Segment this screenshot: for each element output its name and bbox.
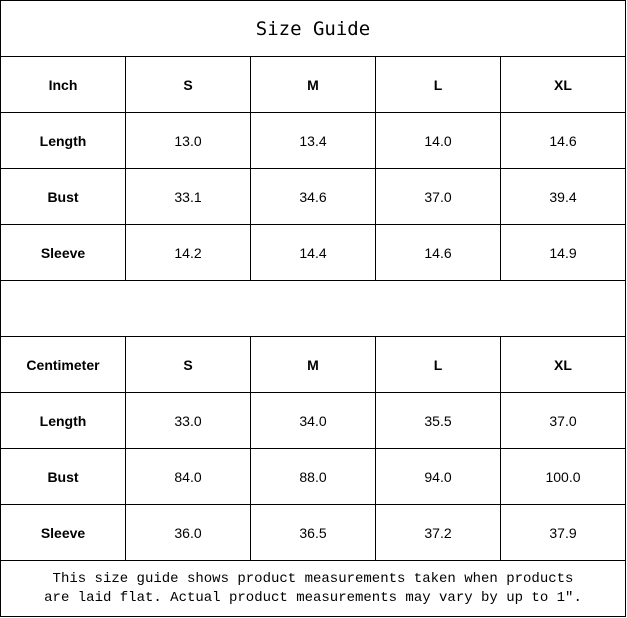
measurement-cell: 13.4 — [250, 112, 376, 169]
row-label: Bust — [0, 168, 126, 225]
measurement-cell: 14.9 — [500, 224, 626, 281]
measurement-cell: 33.1 — [125, 168, 251, 225]
footer-row: This size guide shows product measuremen… — [0, 560, 626, 617]
measurement-cell: 36.5 — [250, 504, 376, 561]
measurement-cell: 14.6 — [375, 224, 501, 281]
column-header: M — [250, 336, 376, 393]
column-header: S — [125, 336, 251, 393]
measurement-cell: 37.0 — [500, 392, 626, 449]
measurement-cell: 33.0 — [125, 392, 251, 449]
row-label: Sleeve — [0, 504, 126, 561]
measurement-cell: 88.0 — [250, 448, 376, 505]
footer-line-2: are laid flat. Actual product measuremen… — [44, 589, 582, 606]
measurement-cell: 14.0 — [375, 112, 501, 169]
row-label: Sleeve — [0, 224, 126, 281]
measurement-cell: 34.0 — [250, 392, 376, 449]
column-header: Inch — [0, 56, 126, 113]
column-header: XL — [500, 336, 626, 393]
measurement-cell: 36.0 — [125, 504, 251, 561]
measurement-cell: 14.4 — [250, 224, 376, 281]
column-header: M — [250, 56, 376, 113]
table-row: Sleeve 14.2 14.4 14.6 14.9 — [0, 224, 626, 281]
measurement-cell: 37.0 — [375, 168, 501, 225]
row-label: Length — [0, 112, 126, 169]
column-header: Centimeter — [0, 336, 126, 393]
measurement-cell: 39.4 — [500, 168, 626, 225]
row-label: Bust — [0, 448, 126, 505]
row-label: Length — [0, 392, 126, 449]
cm_table-header-row: Centimeter S M L XL — [0, 336, 626, 393]
footer-line-1: This size guide shows product measuremen… — [52, 570, 574, 587]
table-row: Bust 33.1 34.6 37.0 39.4 — [0, 168, 626, 225]
measurement-cell: 37.9 — [500, 504, 626, 561]
column-header: S — [125, 56, 251, 113]
footer-note: This size guide shows product measuremen… — [0, 560, 626, 617]
table-row: Length 13.0 13.4 14.0 14.6 — [0, 112, 626, 169]
inch_table-header-row: Inch S M L XL — [0, 56, 626, 113]
table-row: Sleeve 36.0 36.5 37.2 37.9 — [0, 504, 626, 561]
measurement-cell: 94.0 — [375, 448, 501, 505]
column-header: L — [375, 336, 501, 393]
spacer-cell — [0, 280, 626, 337]
measurement-cell: 14.6 — [500, 112, 626, 169]
table-row: Bust 84.0 88.0 94.0 100.0 — [0, 448, 626, 505]
page-title: Size Guide — [0, 0, 626, 57]
measurement-cell: 37.2 — [375, 504, 501, 561]
measurement-cell: 13.0 — [125, 112, 251, 169]
spacer-row — [0, 280, 626, 337]
table-row: Length 33.0 34.0 35.5 37.0 — [0, 392, 626, 449]
measurement-cell: 34.6 — [250, 168, 376, 225]
measurement-cell: 35.5 — [375, 392, 501, 449]
measurement-cell: 100.0 — [500, 448, 626, 505]
measurement-cell: 14.2 — [125, 224, 251, 281]
column-header: XL — [500, 56, 626, 113]
measurement-cell: 84.0 — [125, 448, 251, 505]
column-header: L — [375, 56, 501, 113]
